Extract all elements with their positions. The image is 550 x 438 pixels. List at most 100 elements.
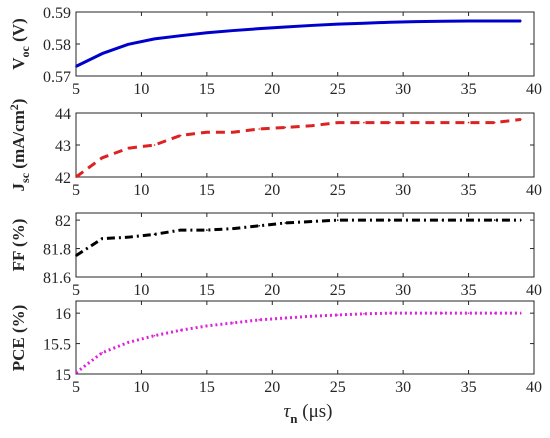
xtick-label-voc-1: 10 xyxy=(133,81,149,98)
xtick-label-voc-6: 35 xyxy=(461,81,477,98)
point-jsc-5 xyxy=(206,131,208,133)
point-pce-8 xyxy=(284,317,287,319)
point-voc-12 xyxy=(389,21,391,24)
point-jsc-8 xyxy=(284,126,287,129)
xtick-label-jsc-0: 5 xyxy=(72,182,80,199)
ytick-label-jsc-2: 44 xyxy=(55,106,71,123)
point-pce-9 xyxy=(310,315,313,318)
point-jsc-4 xyxy=(179,134,182,137)
point-ff-14 xyxy=(441,219,444,221)
point-voc-13 xyxy=(415,20,418,23)
xtick-label-voc-7: 40 xyxy=(526,81,542,98)
xtick-label-ff-6: 35 xyxy=(461,282,477,299)
point-pce-1 xyxy=(101,351,103,354)
point-pce-4 xyxy=(179,329,182,332)
point-voc-16 xyxy=(493,20,496,22)
point-pce-11 xyxy=(363,312,365,315)
xtick-label-pce-2: 15 xyxy=(199,379,215,396)
point-voc-5 xyxy=(206,32,208,34)
ytick-label-ff-0: 81.6 xyxy=(43,270,71,287)
point-ff-5 xyxy=(206,229,208,231)
point-jsc-14 xyxy=(441,121,444,124)
xtick-label-jsc-4: 25 xyxy=(330,182,346,199)
ticks-voc: 5 10 15 20 25 30 35 40 0.57 0.58 0.59 xyxy=(43,5,542,98)
series-pce-line xyxy=(75,311,521,374)
point-pce-17 xyxy=(520,312,522,314)
point-jsc-10 xyxy=(336,121,339,124)
point-voc-7 xyxy=(258,27,261,30)
xtick-label-jsc-5: 30 xyxy=(395,182,411,199)
xtick-label-pce-7: 40 xyxy=(526,379,542,396)
ytick-label-ff-1: 81.8 xyxy=(43,242,71,259)
xtick-label-jsc-6: 35 xyxy=(461,182,477,199)
point-jsc-15 xyxy=(467,121,470,124)
xtick-label-ff-4: 25 xyxy=(330,282,346,299)
point-jsc-17 xyxy=(520,118,522,121)
point-pce-3 xyxy=(153,334,156,337)
point-voc-4 xyxy=(179,34,182,37)
point-voc-15 xyxy=(467,20,470,22)
point-pce-6 xyxy=(232,322,234,324)
xtick-label-ff-2: 15 xyxy=(199,282,215,299)
point-jsc-13 xyxy=(415,121,418,124)
point-jsc-9 xyxy=(310,125,313,127)
point-pce-10 xyxy=(336,314,339,316)
ytick-label-voc-0: 0.57 xyxy=(43,69,71,86)
xtick-label-voc-3: 20 xyxy=(264,81,280,98)
point-ff-11 xyxy=(363,219,365,221)
point-voc-3 xyxy=(153,38,156,40)
xtick-label-pce-1: 10 xyxy=(133,379,149,396)
point-pce-2 xyxy=(127,341,130,344)
point-pce-15 xyxy=(467,312,470,314)
xtick-label-voc-4: 25 xyxy=(330,81,346,98)
plot-area-ff xyxy=(75,212,535,278)
xtick-label-voc-2: 15 xyxy=(199,81,215,98)
xtick-label-voc-0: 5 xyxy=(72,81,80,98)
point-ff-1 xyxy=(101,237,103,240)
point-ff-0 xyxy=(75,254,77,257)
point-pce-16 xyxy=(493,312,496,314)
xtick-label-ff-0: 5 xyxy=(72,282,80,299)
xtick-label-pce-6: 35 xyxy=(461,379,477,396)
xtick-label-pce-5: 30 xyxy=(395,379,411,396)
xtick-label-jsc-3: 20 xyxy=(264,182,280,199)
xtick-label-voc-5: 30 xyxy=(395,81,411,98)
point-voc-8 xyxy=(284,26,287,28)
series-voc-line xyxy=(75,19,521,68)
point-pce-7 xyxy=(258,319,261,321)
xtick-label-pce-0: 5 xyxy=(72,379,80,396)
xtick-label-ff-3: 20 xyxy=(264,282,280,299)
xtick-label-pce-4: 25 xyxy=(330,379,346,396)
ticks-jsc: 5 10 15 20 25 30 35 40 42 43 44 xyxy=(55,106,542,199)
ylabel-ff: FF (%) xyxy=(9,219,28,272)
point-ff-4 xyxy=(179,229,182,231)
series-jsc-line xyxy=(75,117,522,179)
ylabel-jsc: Jsc (mA/cm2) xyxy=(7,99,32,192)
point-ff-3 xyxy=(153,233,156,236)
point-pce-13 xyxy=(415,312,418,314)
point-pce-14 xyxy=(441,312,444,314)
panel-ff: 5 10 15 20 25 30 35 40 81.6 81.8 82 FF (%) xyxy=(9,212,542,299)
xtick-label-ff-1: 10 xyxy=(133,282,149,299)
point-voc-17 xyxy=(520,20,522,22)
ytick-label-pce-1: 15.5 xyxy=(43,337,71,354)
point-pce-12 xyxy=(389,312,391,314)
ticks-pce: 5 10 15 20 25 30 35 40 15 15.5 16 xyxy=(43,301,542,396)
ytick-label-jsc-1: 43 xyxy=(55,138,71,155)
ytick-label-jsc-0: 42 xyxy=(55,170,71,187)
point-pce-5 xyxy=(206,325,208,327)
xlabel-tau-n: τn (μs) xyxy=(283,401,332,426)
point-jsc-0 xyxy=(75,176,77,178)
point-voc-2 xyxy=(127,43,130,46)
point-ff-12 xyxy=(389,219,391,221)
point-ff-10 xyxy=(336,219,339,221)
panel-pce: 5 10 15 20 25 30 35 40 15 15.5 16 PCE (%) xyxy=(9,300,542,396)
point-voc-11 xyxy=(363,22,365,25)
point-jsc-16 xyxy=(493,121,496,124)
ticks-ff: 5 10 15 20 25 30 35 40 81.6 81.8 82 xyxy=(43,213,542,299)
point-jsc-11 xyxy=(363,121,365,124)
panel-jsc: 5 10 15 20 25 30 35 40 42 43 44 Jsc (mA/cm2) xyxy=(7,99,542,199)
ylabel-voc: Voc (V) xyxy=(9,18,32,69)
xtick-label-jsc-7: 40 xyxy=(526,182,542,199)
